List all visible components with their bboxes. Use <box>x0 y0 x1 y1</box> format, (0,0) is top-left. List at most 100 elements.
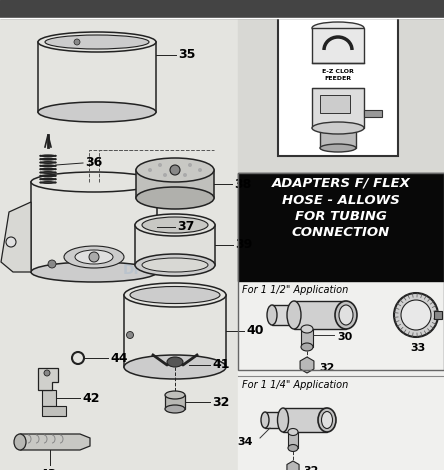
Bar <box>165 395 185 409</box>
Ellipse shape <box>321 412 333 429</box>
Bar <box>238 281 444 376</box>
Circle shape <box>401 300 431 330</box>
Ellipse shape <box>288 429 298 436</box>
Bar <box>238 173 444 281</box>
Ellipse shape <box>142 217 208 233</box>
Ellipse shape <box>142 258 208 272</box>
Bar <box>238 173 444 470</box>
Bar <box>0 0 444 18</box>
Bar <box>124 295 226 367</box>
Text: 39: 39 <box>235 238 252 251</box>
Circle shape <box>74 39 80 45</box>
Ellipse shape <box>318 408 336 432</box>
Ellipse shape <box>136 158 214 182</box>
Bar <box>312 28 364 63</box>
Ellipse shape <box>301 325 313 333</box>
Ellipse shape <box>339 305 353 325</box>
Bar <box>283 408 327 432</box>
Bar <box>238 173 444 370</box>
Text: 32: 32 <box>303 466 318 470</box>
Ellipse shape <box>312 22 364 34</box>
Circle shape <box>188 163 192 167</box>
Ellipse shape <box>261 412 269 428</box>
Text: E-Z CLOR
FEEDER: E-Z CLOR FEEDER <box>322 69 354 81</box>
Circle shape <box>89 252 99 262</box>
Bar <box>38 42 156 112</box>
Bar <box>238 376 444 470</box>
Ellipse shape <box>135 214 215 236</box>
Text: 32: 32 <box>212 395 230 408</box>
Circle shape <box>183 173 187 177</box>
Circle shape <box>48 260 56 268</box>
Bar <box>434 311 442 319</box>
Bar <box>288 432 298 448</box>
Bar <box>320 95 350 113</box>
Bar <box>294 301 346 329</box>
Text: 34: 34 <box>238 437 253 447</box>
Ellipse shape <box>124 355 226 379</box>
Ellipse shape <box>135 254 215 276</box>
Bar <box>238 18 444 173</box>
Circle shape <box>148 168 152 172</box>
Ellipse shape <box>38 102 156 122</box>
Bar <box>312 88 364 128</box>
Polygon shape <box>38 368 58 390</box>
Text: 36: 36 <box>85 157 102 170</box>
Ellipse shape <box>38 32 156 52</box>
Circle shape <box>127 331 134 338</box>
Polygon shape <box>42 390 56 406</box>
Ellipse shape <box>320 144 356 152</box>
Bar <box>0 18 238 470</box>
Ellipse shape <box>288 445 298 452</box>
Circle shape <box>170 165 180 175</box>
Text: 35: 35 <box>178 48 195 62</box>
Ellipse shape <box>31 262 157 282</box>
Bar <box>136 170 214 198</box>
Polygon shape <box>42 406 66 416</box>
Bar <box>265 412 283 428</box>
Ellipse shape <box>64 246 124 268</box>
Ellipse shape <box>278 408 289 432</box>
Circle shape <box>6 237 16 247</box>
Ellipse shape <box>130 287 220 304</box>
Circle shape <box>163 173 167 177</box>
Text: ADAPTERS F/ FLEX
HOSE - ALLOWS
FOR TUBING
CONNECTION: ADAPTERS F/ FLEX HOSE - ALLOWS FOR TUBIN… <box>272 177 410 240</box>
Bar <box>301 329 313 347</box>
Text: 43: 43 <box>40 468 57 470</box>
Bar <box>272 305 294 325</box>
Text: 33: 33 <box>410 343 426 353</box>
Circle shape <box>394 293 438 337</box>
Polygon shape <box>20 434 90 450</box>
Text: 37: 37 <box>177 220 194 234</box>
Ellipse shape <box>312 122 364 134</box>
Text: 40: 40 <box>246 324 263 337</box>
Polygon shape <box>1 202 31 272</box>
Text: For 1 1/4" Application: For 1 1/4" Application <box>242 380 348 390</box>
Bar <box>31 182 157 272</box>
Ellipse shape <box>165 405 185 413</box>
Ellipse shape <box>14 434 26 450</box>
Text: 30: 30 <box>337 332 352 342</box>
Text: 41: 41 <box>212 359 230 371</box>
Circle shape <box>44 370 50 376</box>
Ellipse shape <box>335 301 357 329</box>
Text: 42: 42 <box>82 392 99 405</box>
Bar <box>320 128 356 148</box>
Ellipse shape <box>45 35 149 49</box>
Ellipse shape <box>31 172 157 192</box>
Ellipse shape <box>267 305 277 325</box>
Ellipse shape <box>165 391 185 399</box>
Ellipse shape <box>124 283 226 307</box>
Bar <box>364 110 382 117</box>
Bar <box>278 8 398 156</box>
Text: DPOOLS: DPOOLS <box>123 263 187 277</box>
Ellipse shape <box>287 301 301 329</box>
Circle shape <box>158 163 162 167</box>
Ellipse shape <box>75 250 113 264</box>
Text: 38: 38 <box>234 178 251 190</box>
Text: 44: 44 <box>110 352 127 365</box>
Ellipse shape <box>301 343 313 351</box>
Text: For 1 1/2" Application: For 1 1/2" Application <box>242 285 348 295</box>
Ellipse shape <box>136 187 214 209</box>
Bar <box>135 225 215 265</box>
